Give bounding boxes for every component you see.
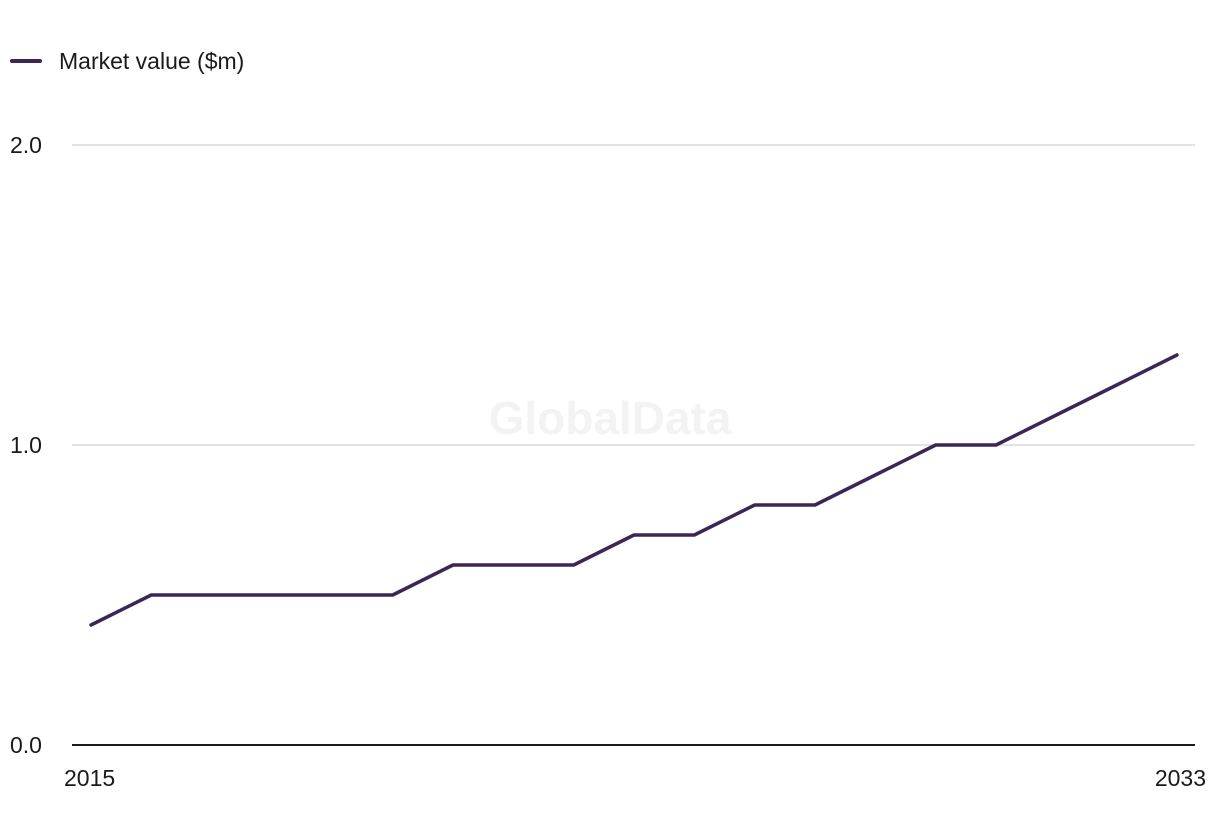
x-axis-ticks: 2015 2033	[64, 765, 1206, 791]
y-tick-label: 0.0	[10, 732, 42, 758]
y-tick-label: 1.0	[10, 432, 42, 458]
y-tick-label: 2.0	[10, 132, 42, 158]
x-tick-label: 2015	[64, 765, 115, 791]
series-line	[89, 353, 1179, 627]
y-axis-ticks: 0.0 1.0 2.0	[10, 132, 42, 758]
legend: Market value ($m)	[10, 46, 244, 76]
legend-swatch	[10, 59, 42, 63]
grid-lines	[72, 144, 1195, 746]
watermark: GlobalData	[489, 392, 732, 444]
x-tick-label: 2033	[1155, 765, 1206, 791]
legend-label: Market value ($m)	[59, 47, 245, 74]
series-layer	[89, 353, 1179, 627]
